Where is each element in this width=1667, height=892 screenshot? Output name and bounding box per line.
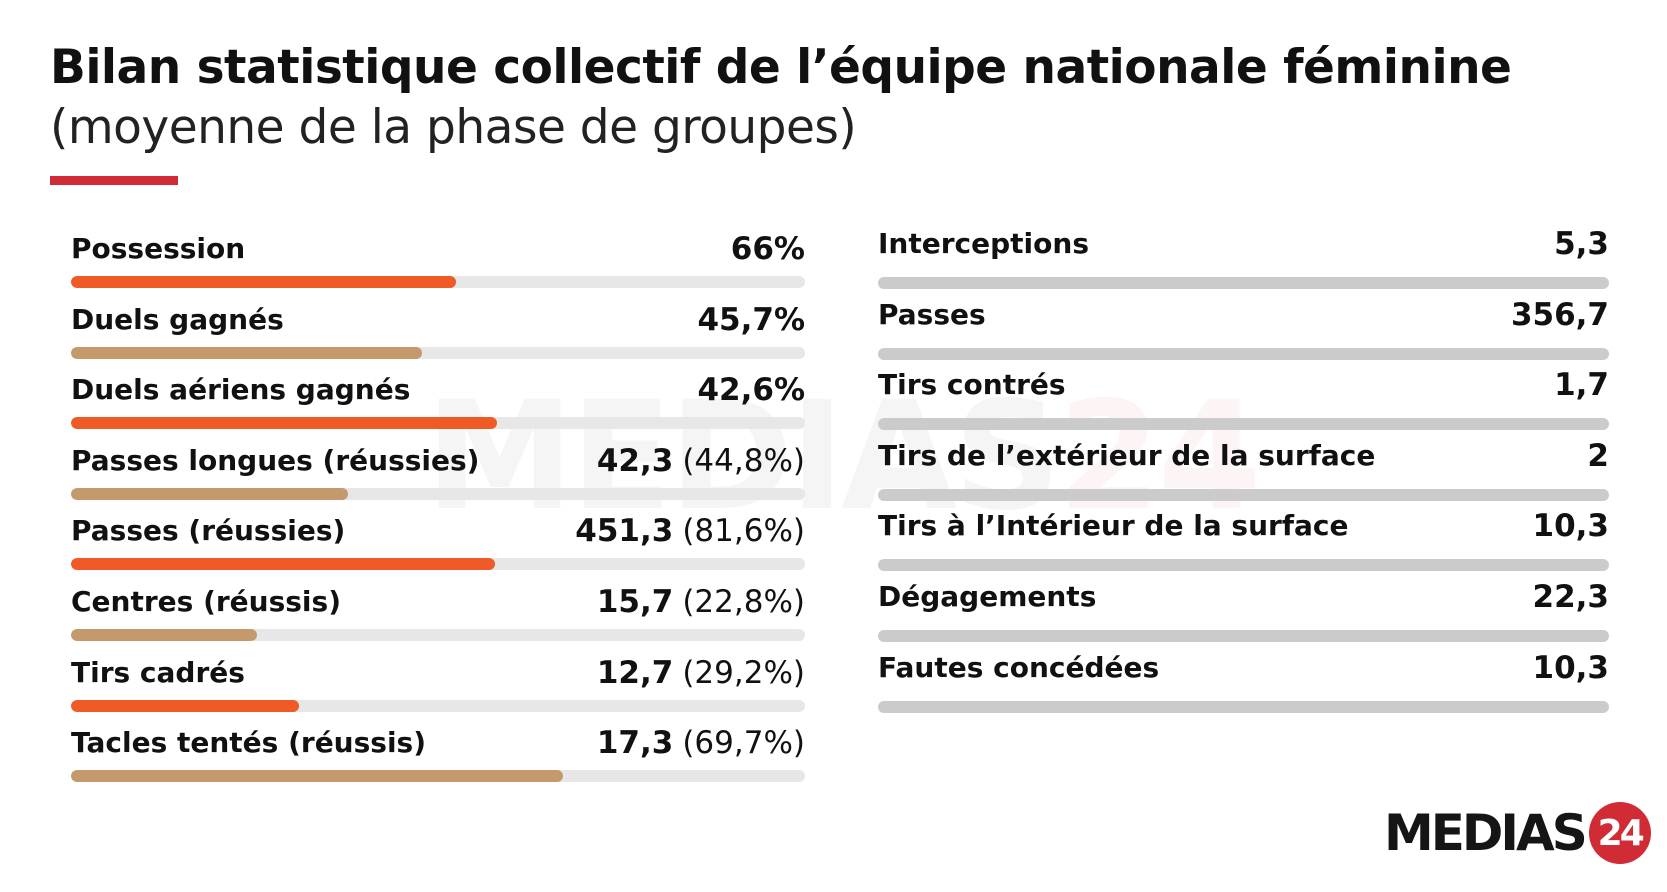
stat-value-main: 12,7 bbox=[596, 654, 674, 691]
stat-value: 15,7 (22,8%) bbox=[597, 584, 805, 620]
stat-label: Passes longues (réussies) bbox=[71, 443, 480, 477]
bar-fill bbox=[71, 770, 563, 783]
stat-value-main: 22,3 bbox=[1532, 578, 1610, 615]
bar-fill bbox=[71, 417, 497, 430]
stat-value-secondary: (81,6%) bbox=[682, 513, 805, 550]
stat-value-main: 17,3 bbox=[596, 725, 674, 762]
stat-value: 12,7 (29,2%) bbox=[597, 655, 805, 691]
stat-value-main: 15,7 bbox=[596, 583, 674, 620]
bar-track bbox=[878, 277, 1609, 289]
logo-text: MEDIAS bbox=[1384, 804, 1588, 862]
bar-fill bbox=[71, 628, 257, 641]
stat-row: Centres (réussis) 15,7 (22,8%) bbox=[71, 584, 805, 656]
stat-value: 10,3 bbox=[1533, 650, 1610, 686]
bar-fill bbox=[71, 558, 495, 571]
stat-value-secondary: (44,8%) bbox=[682, 442, 805, 479]
stat-value: 22,3 bbox=[1533, 579, 1610, 615]
stat-value-main: 10,3 bbox=[1532, 508, 1610, 545]
stat-value: 356,7 bbox=[1511, 297, 1609, 333]
stat-row: Tirs de l’extérieur de la surface 2 bbox=[878, 438, 1609, 510]
stat-label: Passes (réussies) bbox=[71, 514, 346, 548]
stat-row: Interceptions 5,3 bbox=[878, 226, 1609, 298]
stat-row: Dégagements 22,3 bbox=[878, 579, 1610, 651]
stat-row: Tirs contrés 1,7 bbox=[878, 367, 1609, 439]
stat-label: Fautes concédées bbox=[878, 650, 1160, 684]
stat-value-main: 451,3 bbox=[575, 513, 674, 550]
stat-row: Passes (réussies) 451,3 (81,6%) bbox=[71, 513, 805, 585]
stat-row: Possession 66% bbox=[71, 231, 805, 303]
stat-value: 42,6% bbox=[697, 372, 805, 408]
stat-label: Tirs contrés bbox=[878, 368, 1066, 402]
stat-label: Centres (réussis) bbox=[71, 584, 341, 618]
right-stats-column: Interceptions 5,3 Passes 356,7 Tirs contrés 1… bbox=[878, 226, 1610, 722]
stat-value: 42,3 (44,8%) bbox=[597, 443, 805, 479]
stat-label: Passes bbox=[878, 297, 986, 331]
bar-track bbox=[71, 770, 805, 783]
stat-value: 5,3 bbox=[1554, 226, 1609, 262]
stat-value-main: 42,3 bbox=[596, 442, 674, 479]
stat-value: 45,7% bbox=[697, 302, 805, 338]
bar-fill bbox=[71, 487, 349, 500]
stat-label: Duels aériens gagnés bbox=[71, 373, 411, 407]
bar-track bbox=[71, 628, 805, 641]
bar-track bbox=[878, 700, 1609, 713]
stat-row: Duels aériens gagnés 42,6% bbox=[71, 372, 805, 444]
bar-track bbox=[71, 699, 805, 712]
bar-track bbox=[71, 417, 805, 430]
bar-fill bbox=[71, 699, 299, 712]
bar-track bbox=[878, 488, 1609, 501]
stat-value: 66% bbox=[731, 231, 805, 267]
stat-label: Dégagements bbox=[878, 579, 1097, 613]
bar-fill bbox=[71, 346, 422, 359]
stat-value: 17,3 (69,7%) bbox=[597, 725, 805, 761]
bar-track bbox=[71, 558, 805, 571]
chart-title: Bilan statistique collectif de l’équipe … bbox=[50, 40, 1512, 95]
stat-label: Possession bbox=[71, 232, 246, 265]
stat-label: Tirs cadrés bbox=[71, 655, 245, 689]
stat-value-secondary: (69,7%) bbox=[682, 725, 805, 762]
title-accent-bar bbox=[50, 176, 178, 185]
bar-track bbox=[878, 559, 1609, 572]
stat-value-main: 42,6% bbox=[697, 372, 805, 409]
stat-value-main: 5,3 bbox=[1554, 226, 1609, 262]
bar-track bbox=[878, 347, 1609, 360]
stat-value-secondary: (29,2%) bbox=[682, 654, 805, 691]
stat-row: Fautes concédées 10,3 bbox=[878, 650, 1610, 722]
medias24-logo: MEDIAS 24 bbox=[1384, 802, 1651, 864]
stat-row: Passes 356,7 bbox=[878, 297, 1609, 369]
stat-value-main: 356,7 bbox=[1510, 296, 1609, 333]
stat-value-main: 1,7 bbox=[1554, 367, 1609, 404]
chart-subtitle: (moyenne de la phase de groupes) bbox=[50, 100, 857, 155]
stat-value-main: 2 bbox=[1587, 437, 1609, 474]
stat-label: Tacles tentés (réussis) bbox=[71, 726, 427, 760]
stat-label: Interceptions bbox=[878, 227, 1089, 260]
stat-value-main: 66% bbox=[730, 231, 805, 267]
stat-value: 1,7 bbox=[1554, 367, 1609, 403]
stat-value: 451,3 (81,6%) bbox=[575, 513, 805, 549]
stat-row: Tirs à l’Intérieur de la surface 10,3 bbox=[878, 508, 1610, 580]
stat-label: Tirs de l’extérieur de la surface bbox=[878, 438, 1376, 472]
stat-label: Tirs à l’Intérieur de la surface bbox=[878, 509, 1349, 543]
bar-track bbox=[71, 487, 805, 500]
stat-value-main: 10,3 bbox=[1532, 649, 1610, 686]
logo-badge: 24 bbox=[1588, 802, 1651, 864]
stat-row: Duels gagnés 45,7% bbox=[71, 302, 805, 374]
bar-track bbox=[878, 629, 1609, 642]
stat-value: 2 bbox=[1587, 438, 1609, 474]
stat-value-secondary: (22,8%) bbox=[682, 583, 805, 620]
stat-value-main: 45,7% bbox=[697, 301, 805, 338]
left-stats-column: Possession 66% Duels gagnés 45,7% Duels aéri… bbox=[71, 231, 805, 797]
stat-value: 10,3 bbox=[1533, 508, 1610, 544]
bar-track bbox=[71, 346, 805, 359]
stat-label: Duels gagnés bbox=[71, 302, 284, 336]
stat-row: Tirs cadrés 12,7 (29,2%) bbox=[71, 655, 805, 727]
bar-fill bbox=[71, 276, 457, 288]
bar-track bbox=[71, 276, 805, 288]
stat-row: Tacles tentés (réussis) 17,3 (69,7%) bbox=[71, 725, 805, 797]
stat-row: Passes longues (réussies) 42,3 (44,8%) bbox=[71, 443, 805, 515]
bar-track bbox=[878, 418, 1609, 431]
